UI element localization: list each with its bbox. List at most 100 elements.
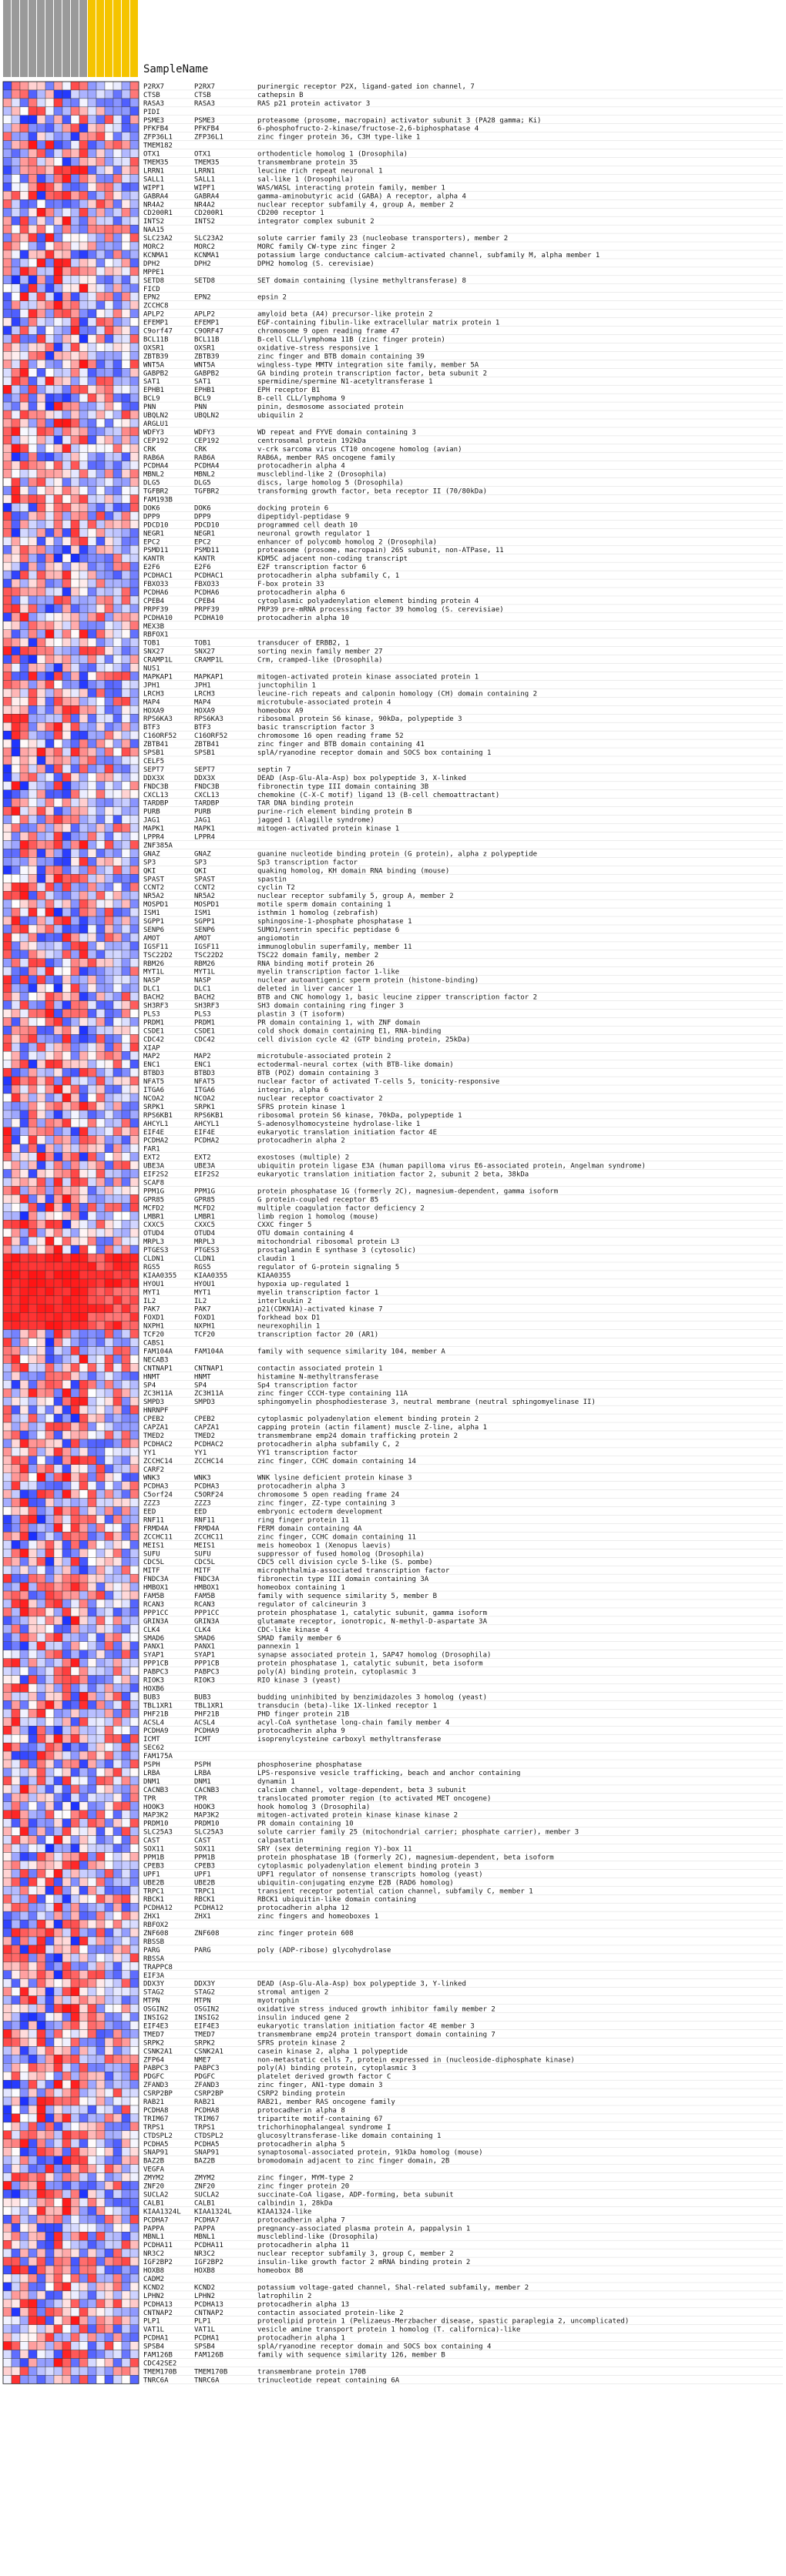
heatmap-cell [113,1954,122,1962]
heatmap-cell [105,1979,113,1988]
heatmap-cell [96,2139,105,2148]
heatmap-cell [96,748,105,756]
heatmap-cell [29,748,37,756]
heatmap-cell [45,1220,54,1228]
heatmap-cell [88,1768,96,1777]
heatmap-cell [96,1110,105,1119]
heatmap-cell [113,993,122,1001]
heatmap-cell [113,335,122,343]
heatmap-cell [105,199,113,208]
heatmap-cell [3,2291,12,2300]
heatmap-cell [45,1456,54,1465]
heatmap-cell [3,1659,12,1667]
heatmap-cell [113,1034,122,1043]
heatmap-cell [37,2029,45,2038]
heatmap-cell [113,1211,122,1220]
heatmap-cell [12,1684,20,1693]
gene-symbol: DLC1 [143,986,160,993]
gene-description: ubiquilin 2 [257,412,304,420]
heatmap-cell [105,1010,113,1018]
heatmap-cell [79,638,88,647]
heatmap-cell [37,267,45,276]
heatmap-cell [105,470,113,478]
heatmap-cell [45,1988,54,1996]
heatmap-cell [62,368,71,377]
heatmap-cell [62,697,71,705]
heatmap-cell [105,1338,113,1347]
heatmap-cell [130,1516,139,1524]
heatmap-cell [105,410,113,419]
heatmap-cell [113,799,122,807]
heatmap-cell [54,99,62,107]
heatmap-cell [122,2114,130,2122]
heatmap-cell [130,899,139,908]
gene-symbol: GABPB2 [143,370,169,377]
heatmap-cell [3,2257,12,2266]
heatmap-cell [71,1094,79,1102]
heatmap-cell [62,250,71,259]
heatmap-cell [105,1051,113,1060]
heatmap-cell [105,722,113,731]
heatmap-cell [71,444,79,453]
heatmap-cell [130,571,139,579]
heatmap-cell [79,1372,88,1380]
heatmap-cell [113,2291,122,2300]
heatmap-cell [54,790,62,799]
heatmap-cell [79,799,88,807]
heatmap-cell [45,1549,54,1557]
gene-symbol-alt: BTBD3 [194,1070,215,1077]
heatmap-cell [29,436,37,444]
heatmap-cell [79,1768,88,1777]
heatmap-cell [37,1734,45,1743]
heatmap-cell [37,1625,45,1633]
heatmap-cell [29,1388,37,1397]
heatmap-cell [29,638,37,647]
heatmap-cell [62,1271,71,1279]
heatmap-cell [105,1321,113,1330]
heatmap-cell [37,866,45,874]
heatmap-cell [71,1305,79,1313]
heatmap-cell [88,967,96,976]
heatmap-cell [122,267,130,276]
heatmap-cell [20,866,29,874]
heatmap-cell [12,1802,20,1811]
heatmap-cell [130,1305,139,1313]
gene-symbol-alt: PCDHAC1 [194,572,223,580]
heatmap-cell [71,1642,79,1650]
heatmap-cell [105,1894,113,1903]
heatmap-cell [113,1144,122,1153]
heatmap-cell [122,1380,130,1388]
heatmap-cell [62,1245,71,1254]
heatmap-cell [96,1288,105,1296]
heatmap-cell [105,2359,113,2367]
heatmap-cell [71,1700,79,1709]
gene-description: deleted in liver cancer 1 [257,986,361,993]
gene-symbol: CXCL13 [143,792,169,799]
heatmap-cell [3,2131,12,2139]
heatmap-cell [37,1785,45,1794]
heatmap-cell [62,1262,71,1271]
heatmap-cell [96,1726,105,1734]
heatmap-cell [88,849,96,857]
heatmap-cell [96,1203,105,1211]
heatmap-cell [3,799,12,807]
gene-symbol-alt: PCDHA4 [194,463,220,471]
heatmap-cell [79,2223,88,2232]
heatmap-cell [29,942,37,950]
heatmap-cell [12,1465,20,1473]
heatmap-cell [96,267,105,276]
heatmap-cell [37,2089,45,2097]
heatmap-cell [122,504,130,512]
heatmap-cell [12,301,20,310]
gene-description: potassium large conductance calcium-acti… [257,252,600,260]
heatmap-cell [96,1886,105,1894]
heatmap-cell [62,605,71,613]
heatmap-cell [45,343,54,351]
heatmap-cell [122,124,130,132]
heatmap-cell [62,2215,71,2223]
heatmap-cell [45,1844,54,1853]
heatmap-cell [37,1996,45,2005]
heatmap-cell [96,1296,105,1305]
heatmap-cell [62,630,71,638]
heatmap-cell [122,883,130,891]
